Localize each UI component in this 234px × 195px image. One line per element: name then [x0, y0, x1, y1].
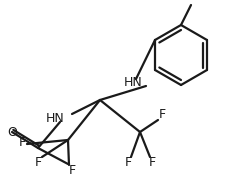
Text: F: F — [124, 155, 132, 168]
Text: HN: HN — [46, 112, 64, 124]
Text: F: F — [158, 108, 166, 121]
Text: F: F — [68, 163, 76, 176]
Text: F: F — [34, 155, 42, 168]
Text: HN: HN — [124, 75, 142, 89]
Text: O: O — [7, 126, 17, 138]
Text: F: F — [18, 136, 26, 149]
Text: F: F — [148, 155, 156, 168]
